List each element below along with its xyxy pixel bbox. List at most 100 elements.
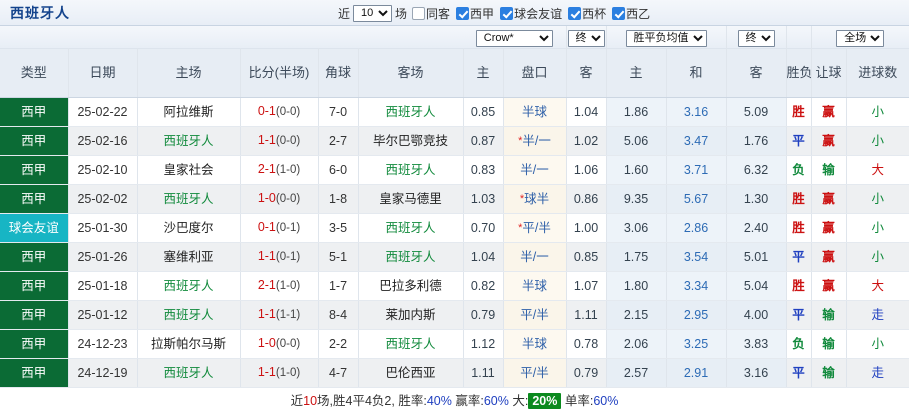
cell-away-team[interactable]: 莱加内斯 (358, 300, 464, 330)
cell-corner: 6-0 (318, 155, 359, 185)
filter-copa[interactable]: 西杯 (568, 5, 606, 22)
selector-spacer-mid (786, 26, 812, 49)
checkbox-copa[interactable] (568, 6, 582, 20)
cell-league-badge[interactable]: 西甲 (0, 242, 69, 272)
cell-corner: 1-7 (318, 271, 359, 301)
table-row[interactable]: 西甲 25-02-02 西班牙人 1-0(0-0) 1-8 皇家马德里 1.03 *球半 0.8… (0, 184, 909, 214)
cell-result-goals: 走 (846, 300, 909, 330)
cell-home-team[interactable]: 西班牙人 (137, 184, 241, 214)
cell-away-team[interactable]: 巴拉多利德 (358, 271, 464, 301)
cell-league-badge[interactable]: 西甲 (0, 358, 69, 388)
checkbox-segunda[interactable] (612, 6, 626, 20)
cell-result-handicap: 赢 (811, 242, 847, 272)
cell-league-badge[interactable]: 西甲 (0, 271, 69, 301)
hand-phase-cell[interactable]: 初终 (566, 26, 607, 49)
table-row[interactable]: 西甲 25-01-18 西班牙人 2-1(1-0) 1-7 巴拉多利德 0.82 半球 1.07… (0, 271, 909, 301)
checkbox-laliga[interactable] (456, 6, 470, 20)
cell-result-wdl: 胜 (786, 213, 812, 243)
cell-away-team[interactable]: 皇家马德里 (358, 184, 464, 214)
cell-home-team[interactable]: 西班牙人 (137, 358, 241, 388)
header-odds-draw: 和 (666, 48, 727, 98)
filter-segunda[interactable]: 西乙 (612, 5, 650, 22)
cell-home-team[interactable]: 沙巴度尔 (137, 213, 241, 243)
handicap-phase-select[interactable]: 初终 (567, 29, 605, 47)
cell-away-team[interactable]: 西班牙人 (358, 97, 464, 127)
cell-result-handicap: 输 (811, 358, 847, 388)
cell-result-goals: 小 (846, 97, 909, 127)
odds-type-select[interactable]: 胜平负均值Bet365威廉希尔 (625, 29, 707, 47)
cell-odds-draw: 2.95 (666, 300, 727, 330)
cell-odds-draw: 3.54 (666, 242, 727, 272)
odds-type-cell[interactable]: 胜平负均值Bet365威廉希尔 (606, 26, 727, 49)
handicap-company-select[interactable]: Crow*Bet365Macauslot易胜博 (475, 29, 553, 47)
cell-result-goals: 小 (846, 184, 909, 214)
cell-home-team[interactable]: 西班牙人 (137, 126, 241, 156)
cell-score: 0-1(0-1) (240, 213, 319, 243)
filter-same-away[interactable]: 同客 (412, 5, 450, 22)
cell-odds-draw: 3.71 (666, 155, 727, 185)
checkbox-same-away[interactable] (412, 6, 426, 20)
table-row[interactable]: 西甲 25-02-16 西班牙人 1-1(0-0) 2-7 毕尔巴鄂竞技 0.87 *半/一 1… (0, 126, 909, 156)
cell-home-team[interactable]: 西班牙人 (137, 300, 241, 330)
cell-league-badge[interactable]: 西甲 (0, 126, 69, 156)
scope-select[interactable]: 全场半场 (836, 29, 885, 47)
header-hand-away: 客 (566, 48, 607, 98)
cell-corner: 2-7 (318, 126, 359, 156)
cell-league-badge[interactable]: 西甲 (0, 155, 69, 185)
cell-home-team[interactable]: 塞维利亚 (137, 242, 241, 272)
odds-phase-select[interactable]: 初终 (737, 29, 775, 47)
cell-home-team[interactable]: 西班牙人 (137, 271, 241, 301)
cell-away-team[interactable]: 巴伦西亚 (358, 358, 464, 388)
filter-club-friendly[interactable]: 球会友谊 (500, 5, 562, 22)
table-row[interactable]: 西甲 24-12-23 拉斯帕尔马斯 1-0(0-0) 2-2 西班牙人 1.12 半球 0.7… (0, 329, 909, 359)
cell-date: 25-02-10 (68, 155, 138, 185)
cell-hand-home-odds: 0.83 (463, 155, 504, 185)
cell-hand-away-odds: 0.86 (566, 184, 607, 214)
matches-unit-label: 场 (395, 6, 408, 21)
cell-odds-home: 1.60 (606, 155, 667, 185)
table-row[interactable]: 西甲 25-02-10 皇家社会 2-1(1-0) 6-0 西班牙人 0.83 半/一 1.06… (0, 155, 909, 185)
cell-home-team[interactable]: 阿拉维斯 (137, 97, 241, 127)
checkbox-label-laliga: 西甲 (470, 6, 495, 21)
odds-phase-cell[interactable]: 初终 (726, 26, 787, 49)
cell-away-team[interactable]: 西班牙人 (358, 213, 464, 243)
cell-home-team[interactable]: 拉斯帕尔马斯 (137, 329, 241, 359)
cell-away-team[interactable]: 西班牙人 (358, 242, 464, 272)
company-select-cell[interactable]: Crow*Bet365Macauslot易胜博 (463, 26, 567, 49)
table-row[interactable]: 西甲 24-12-19 西班牙人 1-1(1-0) 4-7 巴伦西亚 1.11 平/半 0.79… (0, 358, 909, 388)
cell-odds-home: 2.57 (606, 358, 667, 388)
cell-hand-away-odds: 1.07 (566, 271, 607, 301)
cell-league-badge[interactable]: 西甲 (0, 184, 69, 214)
cell-result-wdl: 平 (786, 358, 812, 388)
cell-odds-home: 1.86 (606, 97, 667, 127)
cell-away-team[interactable]: 西班牙人 (358, 155, 464, 185)
table-row[interactable]: 球会友谊 25-01-30 沙巴度尔 0-1(0-1) 3-5 西班牙人 0.70 *平/半 1… (0, 213, 909, 243)
cell-result-goals: 走 (846, 358, 909, 388)
cell-date: 24-12-19 (68, 358, 138, 388)
table-row[interactable]: 西甲 25-01-26 塞维利亚 1-1(0-1) 5-1 西班牙人 1.04 半/一 0.85… (0, 242, 909, 272)
cell-result-goals: 小 (846, 126, 909, 156)
cell-league-badge[interactable]: 西甲 (0, 97, 69, 127)
cell-home-team[interactable]: 皇家社会 (137, 155, 241, 185)
cell-result-wdl: 平 (786, 300, 812, 330)
cell-odds-away: 5.01 (726, 242, 787, 272)
cell-score: 1-1(0-0) (240, 126, 319, 156)
cell-away-team[interactable]: 毕尔巴鄂竞技 (358, 126, 464, 156)
cell-odds-away: 2.40 (726, 213, 787, 243)
filter-laliga[interactable]: 西甲 (456, 5, 494, 22)
cell-hand-away-odds: 0.85 (566, 242, 607, 272)
table-row[interactable]: 西甲 25-01-12 西班牙人 1-1(1-1) 8-4 莱加内斯 0.79 平/半 1.11… (0, 300, 909, 330)
scope-cell[interactable]: 全场半场 (811, 26, 909, 49)
cell-league-badge[interactable]: 西甲 (0, 329, 69, 359)
cell-league-badge[interactable]: 球会友谊 (0, 213, 69, 243)
header-corner: 角球 (318, 48, 359, 98)
checkbox-club-friendly[interactable] (500, 6, 514, 20)
table-row[interactable]: 西甲 25-02-22 阿拉维斯 0-1(0-0) 7-0 西班牙人 0.85 半球 1.04 1… (0, 97, 909, 127)
cell-odds-away: 1.76 (726, 126, 787, 156)
cell-league-badge[interactable]: 西甲 (0, 300, 69, 330)
recent-matches-select[interactable]: 6102030 (353, 4, 393, 22)
cell-corner: 5-1 (318, 242, 359, 272)
cell-odds-away: 5.09 (726, 97, 787, 127)
cell-away-team[interactable]: 西班牙人 (358, 329, 464, 359)
